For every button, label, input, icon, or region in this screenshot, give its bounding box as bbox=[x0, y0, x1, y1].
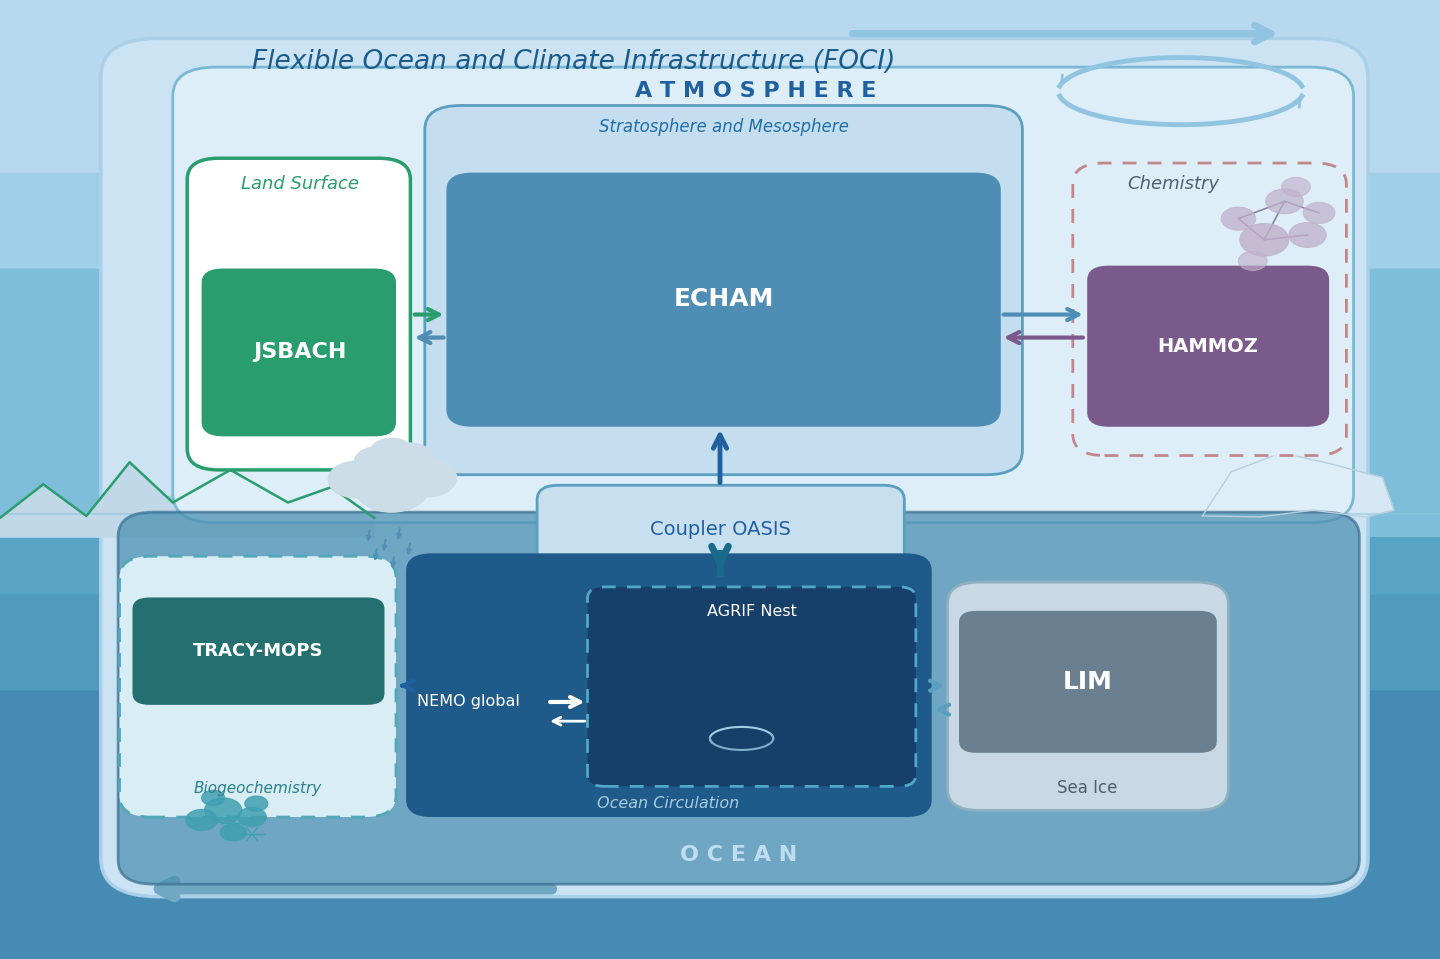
Text: AGRIF Nest: AGRIF Nest bbox=[707, 604, 796, 620]
Circle shape bbox=[1303, 202, 1335, 223]
Circle shape bbox=[238, 807, 266, 827]
Circle shape bbox=[354, 462, 429, 512]
Text: Chemistry: Chemistry bbox=[1128, 175, 1220, 193]
FancyBboxPatch shape bbox=[406, 553, 932, 817]
FancyBboxPatch shape bbox=[425, 105, 1022, 475]
FancyBboxPatch shape bbox=[0, 269, 1440, 690]
Text: LIM: LIM bbox=[1063, 669, 1112, 694]
Circle shape bbox=[370, 438, 413, 467]
Text: Sea Ice: Sea Ice bbox=[1057, 780, 1117, 797]
FancyBboxPatch shape bbox=[588, 587, 916, 786]
FancyBboxPatch shape bbox=[537, 485, 904, 573]
Text: Flexible Ocean and Climate Infrastructure (FOCI): Flexible Ocean and Climate Infrastructur… bbox=[252, 49, 896, 76]
Circle shape bbox=[1266, 189, 1303, 214]
FancyBboxPatch shape bbox=[120, 556, 396, 817]
FancyBboxPatch shape bbox=[446, 173, 1001, 427]
Polygon shape bbox=[1202, 453, 1394, 517]
FancyBboxPatch shape bbox=[187, 158, 410, 470]
FancyBboxPatch shape bbox=[0, 0, 1440, 556]
Circle shape bbox=[1238, 251, 1267, 270]
Circle shape bbox=[186, 809, 217, 830]
Circle shape bbox=[1221, 207, 1256, 230]
Polygon shape bbox=[0, 462, 374, 537]
Text: TRACY-MOPS: TRACY-MOPS bbox=[193, 643, 323, 660]
FancyBboxPatch shape bbox=[1073, 163, 1346, 456]
Text: JSBACH: JSBACH bbox=[253, 342, 346, 362]
FancyBboxPatch shape bbox=[202, 269, 396, 436]
Text: NEMO global: NEMO global bbox=[416, 694, 520, 710]
FancyBboxPatch shape bbox=[173, 67, 1354, 523]
Text: Biogeochemistry: Biogeochemistry bbox=[193, 781, 323, 796]
Text: Coupler OASIS: Coupler OASIS bbox=[649, 520, 791, 539]
Circle shape bbox=[328, 461, 383, 498]
FancyBboxPatch shape bbox=[101, 38, 1368, 897]
FancyBboxPatch shape bbox=[0, 537, 1440, 959]
Circle shape bbox=[383, 443, 435, 478]
Text: A T M O S P H E R E: A T M O S P H E R E bbox=[635, 82, 877, 101]
Circle shape bbox=[399, 458, 456, 497]
Text: Stratosphere and Mesosphere: Stratosphere and Mesosphere bbox=[599, 118, 850, 135]
FancyBboxPatch shape bbox=[948, 582, 1228, 810]
FancyBboxPatch shape bbox=[1087, 266, 1329, 427]
Text: Land Surface: Land Surface bbox=[240, 175, 359, 193]
Circle shape bbox=[1282, 177, 1310, 197]
Circle shape bbox=[202, 790, 225, 806]
FancyBboxPatch shape bbox=[0, 173, 1440, 595]
Text: O C E A N: O C E A N bbox=[680, 846, 798, 865]
Circle shape bbox=[220, 824, 246, 841]
Circle shape bbox=[354, 447, 400, 478]
Circle shape bbox=[1289, 222, 1326, 247]
Circle shape bbox=[1240, 223, 1289, 256]
Text: Ocean Circulation: Ocean Circulation bbox=[598, 796, 739, 811]
Circle shape bbox=[204, 798, 242, 823]
Text: HAMMOZ: HAMMOZ bbox=[1158, 337, 1259, 356]
Circle shape bbox=[245, 796, 268, 811]
FancyBboxPatch shape bbox=[959, 611, 1217, 753]
Text: ECHAM: ECHAM bbox=[674, 287, 775, 312]
FancyBboxPatch shape bbox=[118, 512, 1359, 884]
FancyBboxPatch shape bbox=[132, 597, 384, 705]
FancyBboxPatch shape bbox=[0, 537, 1440, 959]
